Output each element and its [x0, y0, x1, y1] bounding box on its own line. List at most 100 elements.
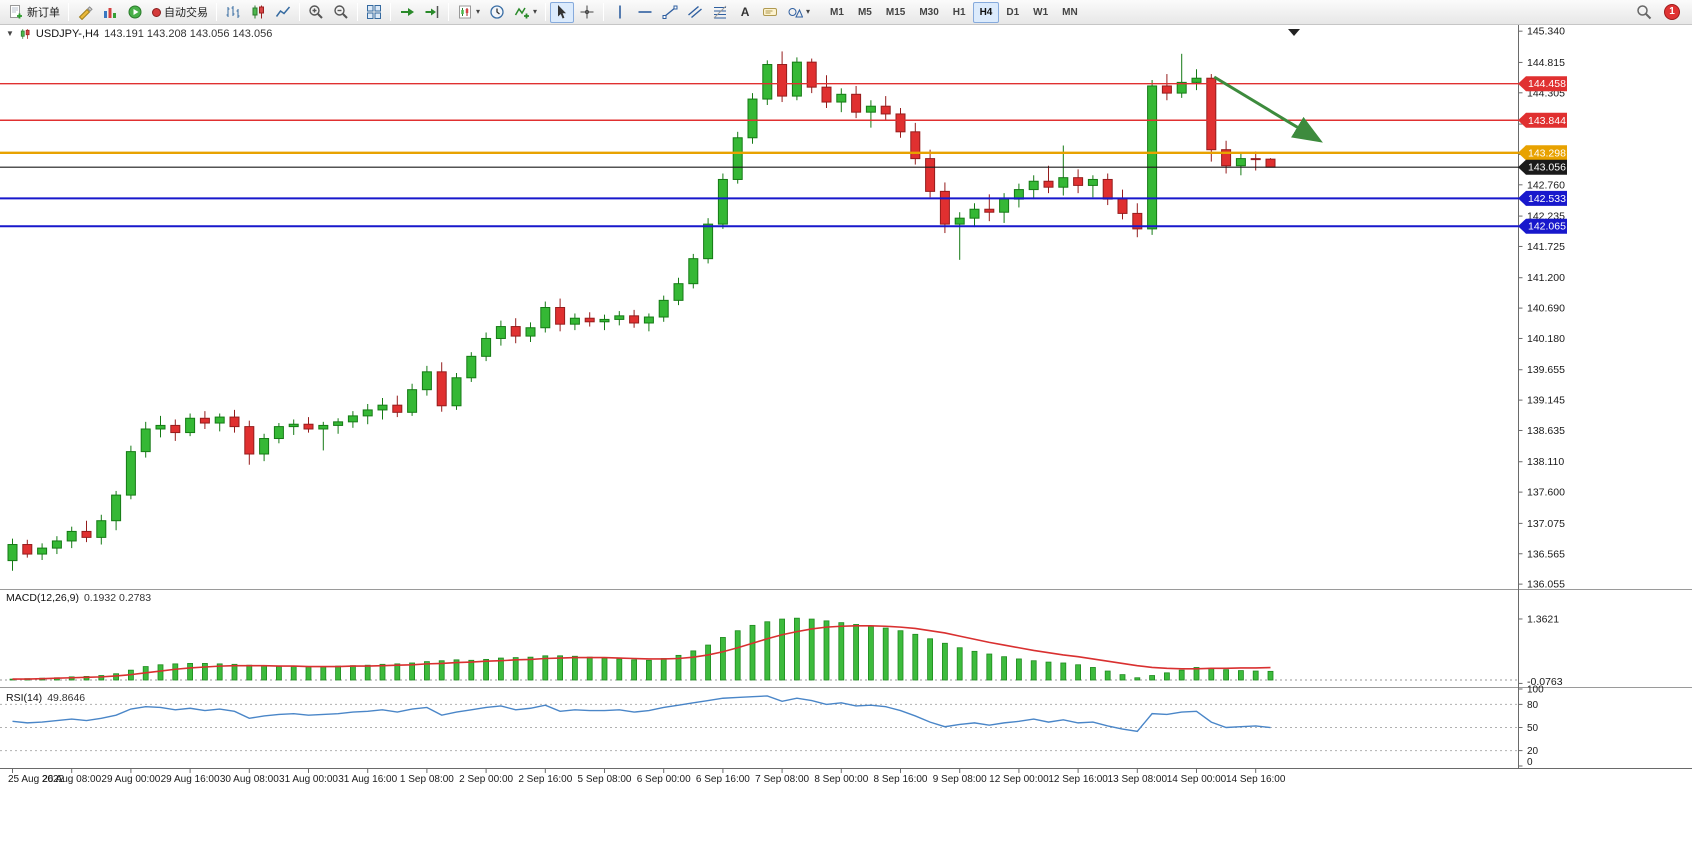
svg-text:144.815: 144.815: [1527, 57, 1565, 69]
candle: [1221, 149, 1232, 167]
candle: [1087, 178, 1098, 186]
zoom-out-button[interactable]: [329, 2, 353, 23]
search-button[interactable]: [1632, 2, 1656, 23]
chart-canvas[interactable]: 145.340144.815144.305143.780143.270142.7…: [0, 25, 1692, 851]
separator: [545, 3, 547, 21]
candle: [244, 426, 255, 455]
candle: [865, 105, 876, 113]
horizontal-line-button[interactable]: [633, 2, 657, 23]
shapes-button[interactable]: ▾: [783, 2, 814, 23]
vertical-line-button[interactable]: [608, 2, 632, 23]
price-axis[interactable]: 145.340144.815144.305143.780143.270142.7…: [1518, 26, 1566, 591]
svg-text:26 Aug 08:00: 26 Aug 08:00: [42, 774, 101, 785]
timeframe-M5[interactable]: M5: [851, 2, 879, 23]
clock-icon: [490, 5, 504, 19]
candle: [407, 389, 418, 413]
candle: [81, 530, 92, 538]
horizontal-line-icon: [638, 11, 652, 13]
svg-text:138.110: 138.110: [1527, 456, 1564, 468]
auto-scroll-button[interactable]: [395, 2, 419, 23]
svg-text:80: 80: [1527, 700, 1539, 711]
crosshair-button[interactable]: [575, 2, 599, 23]
candle: [170, 424, 181, 434]
line-chart-button[interactable]: [271, 2, 295, 23]
price-tag[interactable]: 144.458: [1518, 76, 1567, 92]
candle: [1102, 178, 1113, 200]
channel-button[interactable]: [683, 2, 707, 23]
separator: [216, 3, 217, 21]
svg-text:29 Aug 00:00: 29 Aug 00:00: [101, 774, 160, 785]
candle: [925, 158, 936, 192]
timeframe-W1[interactable]: W1: [1026, 2, 1055, 23]
metaeditor-button[interactable]: [73, 2, 97, 23]
timeframe-MN[interactable]: MN: [1055, 2, 1085, 23]
svg-text:142.533: 142.533: [1528, 193, 1566, 205]
shapes-icon: [788, 8, 804, 18]
price-tag[interactable]: 142.065: [1518, 218, 1567, 234]
strategy-tester-button[interactable]: [123, 2, 147, 23]
auto-trading-button[interactable]: 自动交易: [148, 2, 212, 23]
candle: [910, 131, 921, 160]
timeframe-M15[interactable]: M15: [879, 2, 912, 23]
price-tag[interactable]: 143.056: [1518, 159, 1567, 175]
timeframe-M30[interactable]: M30: [912, 2, 945, 23]
separator: [603, 3, 605, 21]
indicators-button[interactable]: ▾: [510, 2, 541, 23]
candle: [599, 318, 610, 323]
candle: [466, 355, 477, 379]
svg-text:140.690: 140.690: [1527, 303, 1565, 315]
bar-chart-button[interactable]: [221, 2, 245, 23]
svg-text:8 Sep 00:00: 8 Sep 00:00: [814, 774, 868, 785]
svg-text:14 Sep 00:00: 14 Sep 00:00: [1167, 774, 1227, 785]
separator: [357, 3, 358, 21]
price-tag[interactable]: 143.298: [1518, 145, 1567, 161]
fibonacci-icon: [713, 5, 727, 19]
candle: [1028, 180, 1039, 191]
timeframe-D1[interactable]: D1: [999, 2, 1026, 23]
candle: [66, 530, 77, 542]
candle: [7, 544, 18, 562]
candle: [421, 371, 432, 391]
candle: [969, 208, 980, 219]
chevron-down-icon: ▾: [806, 7, 811, 16]
svg-text:12 Sep 16:00: 12 Sep 16:00: [1048, 774, 1108, 785]
trend-arrow-annotation[interactable]: [1213, 75, 1323, 143]
svg-text:20: 20: [1527, 746, 1539, 757]
timeframe-M1[interactable]: M1: [823, 2, 851, 23]
chart-shift-marker[interactable]: [1288, 29, 1300, 36]
new-chart-button[interactable]: ▾: [453, 2, 484, 23]
price-tags: 144.458 143.844 143.298 142.533 142.065 143.0…: [1518, 76, 1567, 234]
svg-text:141.200: 141.200: [1527, 272, 1565, 284]
svg-text:140.180: 140.180: [1527, 333, 1565, 345]
zoom-in-button[interactable]: [304, 2, 328, 23]
candle: [540, 307, 551, 329]
toolbar: 新订单 自动交易 ▾: [0, 0, 1692, 25]
candle: [1058, 177, 1069, 188]
trendline-button[interactable]: [658, 2, 682, 23]
window-menu-icon[interactable]: ▼: [6, 29, 14, 38]
candle: [96, 520, 107, 538]
new-order-button[interactable]: 新订单: [4, 2, 64, 23]
timeframe-toolbar: M1 M5 M15 M30 H1 H4 D1 W1 MN: [823, 1, 1085, 23]
rsi-name: RSI(14): [6, 692, 43, 704]
timeframe-H1[interactable]: H1: [946, 2, 973, 23]
svg-text:13 Sep 08:00: 13 Sep 08:00: [1108, 774, 1168, 785]
periods-button[interactable]: [485, 2, 509, 23]
notification-badge[interactable]: 1: [1664, 4, 1680, 20]
candlestick-chart-button[interactable]: [246, 2, 270, 23]
candle: [1176, 81, 1187, 94]
svg-text:14 Sep 16:00: 14 Sep 16:00: [1226, 774, 1286, 785]
chart-shift-button[interactable]: [420, 2, 444, 23]
cursor-button[interactable]: [550, 1, 575, 23]
vertical-line-icon: [619, 5, 621, 19]
price-tag[interactable]: 143.844: [1518, 112, 1567, 128]
market-watch-button[interactable]: [98, 2, 122, 23]
text-label-button[interactable]: [758, 2, 782, 23]
svg-text:0: 0: [1527, 757, 1533, 768]
text-button[interactable]: A: [733, 2, 757, 23]
tile-windows-button[interactable]: [362, 2, 386, 23]
price-tag[interactable]: 142.533: [1518, 190, 1567, 206]
timeframe-H4[interactable]: H4: [972, 1, 1000, 23]
fibonacci-button[interactable]: [708, 2, 732, 23]
